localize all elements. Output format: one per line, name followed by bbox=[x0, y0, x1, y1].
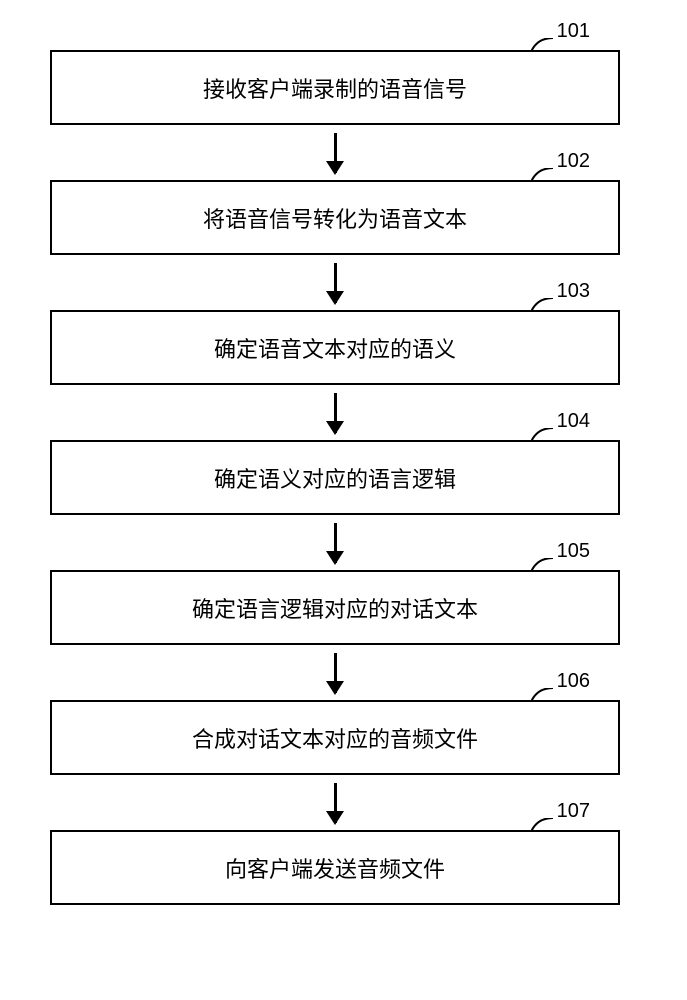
step-label: 103 bbox=[557, 280, 590, 303]
arrow-down-icon bbox=[334, 393, 337, 433]
step-box-105: 105 确定语言逻辑对应的对话文本 bbox=[50, 570, 620, 645]
step-label: 105 bbox=[557, 540, 590, 563]
step-label: 102 bbox=[557, 150, 590, 173]
arrow-down-icon bbox=[334, 523, 337, 563]
label-connector bbox=[531, 168, 553, 182]
step-text: 确定语言逻辑对应的对话文本 bbox=[192, 592, 478, 624]
step-text: 确定语义对应的语言逻辑 bbox=[214, 462, 456, 494]
step-label: 104 bbox=[557, 410, 590, 433]
label-connector bbox=[531, 558, 553, 572]
step-text: 将语音信号转化为语音文本 bbox=[203, 202, 467, 234]
arrow-down-icon bbox=[334, 263, 337, 303]
label-connector bbox=[531, 818, 553, 832]
step-box-107: 107 向客户端发送音频文件 bbox=[50, 830, 620, 905]
arrow-down-icon bbox=[334, 653, 337, 693]
step-box-103: 103 确定语音文本对应的语义 bbox=[50, 310, 620, 385]
arrow-down-icon bbox=[334, 783, 337, 823]
label-connector bbox=[531, 38, 553, 52]
step-text: 接收客户端录制的语音信号 bbox=[203, 72, 467, 104]
label-connector bbox=[531, 688, 553, 702]
step-text: 向客户端发送音频文件 bbox=[225, 852, 445, 884]
step-box-102: 102 将语音信号转化为语音文本 bbox=[50, 180, 620, 255]
step-label: 106 bbox=[557, 670, 590, 693]
arrow-down-icon bbox=[334, 133, 337, 173]
step-box-106: 106 合成对话文本对应的音频文件 bbox=[50, 700, 620, 775]
step-box-104: 104 确定语义对应的语言逻辑 bbox=[50, 440, 620, 515]
step-text: 确定语音文本对应的语义 bbox=[214, 332, 456, 364]
step-label: 107 bbox=[557, 800, 590, 823]
label-connector bbox=[531, 298, 553, 312]
step-text: 合成对话文本对应的音频文件 bbox=[192, 722, 478, 754]
flowchart-container: 101 接收客户端录制的语音信号 102 将语音信号转化为语音文本 103 确定… bbox=[50, 50, 620, 905]
label-connector bbox=[531, 428, 553, 442]
step-box-101: 101 接收客户端录制的语音信号 bbox=[50, 50, 620, 125]
step-label: 101 bbox=[557, 20, 590, 43]
